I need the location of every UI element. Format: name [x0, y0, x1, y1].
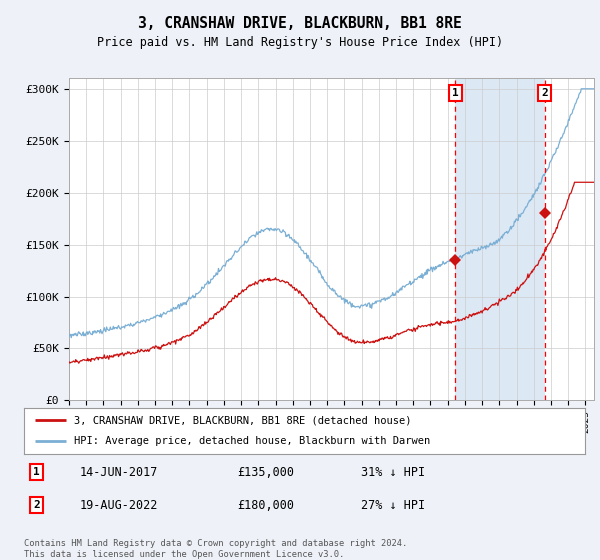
Text: 1: 1 — [33, 467, 40, 477]
Text: £180,000: £180,000 — [237, 498, 294, 512]
Bar — [455, 78, 545, 400]
Text: 3, CRANSHAW DRIVE, BLACKBURN, BB1 8RE: 3, CRANSHAW DRIVE, BLACKBURN, BB1 8RE — [138, 16, 462, 31]
Text: Price paid vs. HM Land Registry's House Price Index (HPI): Price paid vs. HM Land Registry's House … — [97, 36, 503, 49]
Text: 2: 2 — [541, 88, 548, 98]
Text: £135,000: £135,000 — [237, 465, 294, 479]
Text: 31% ↓ HPI: 31% ↓ HPI — [361, 465, 425, 479]
Text: 27% ↓ HPI: 27% ↓ HPI — [361, 498, 425, 512]
Text: HPI: Average price, detached house, Blackburn with Darwen: HPI: Average price, detached house, Blac… — [74, 436, 431, 446]
Text: Contains HM Land Registry data © Crown copyright and database right 2024.
This d: Contains HM Land Registry data © Crown c… — [24, 539, 407, 559]
Text: 19-AUG-2022: 19-AUG-2022 — [80, 498, 158, 512]
Text: 3, CRANSHAW DRIVE, BLACKBURN, BB1 8RE (detached house): 3, CRANSHAW DRIVE, BLACKBURN, BB1 8RE (d… — [74, 415, 412, 425]
Text: 2: 2 — [33, 500, 40, 510]
Text: 1: 1 — [452, 88, 459, 98]
Text: 14-JUN-2017: 14-JUN-2017 — [80, 465, 158, 479]
